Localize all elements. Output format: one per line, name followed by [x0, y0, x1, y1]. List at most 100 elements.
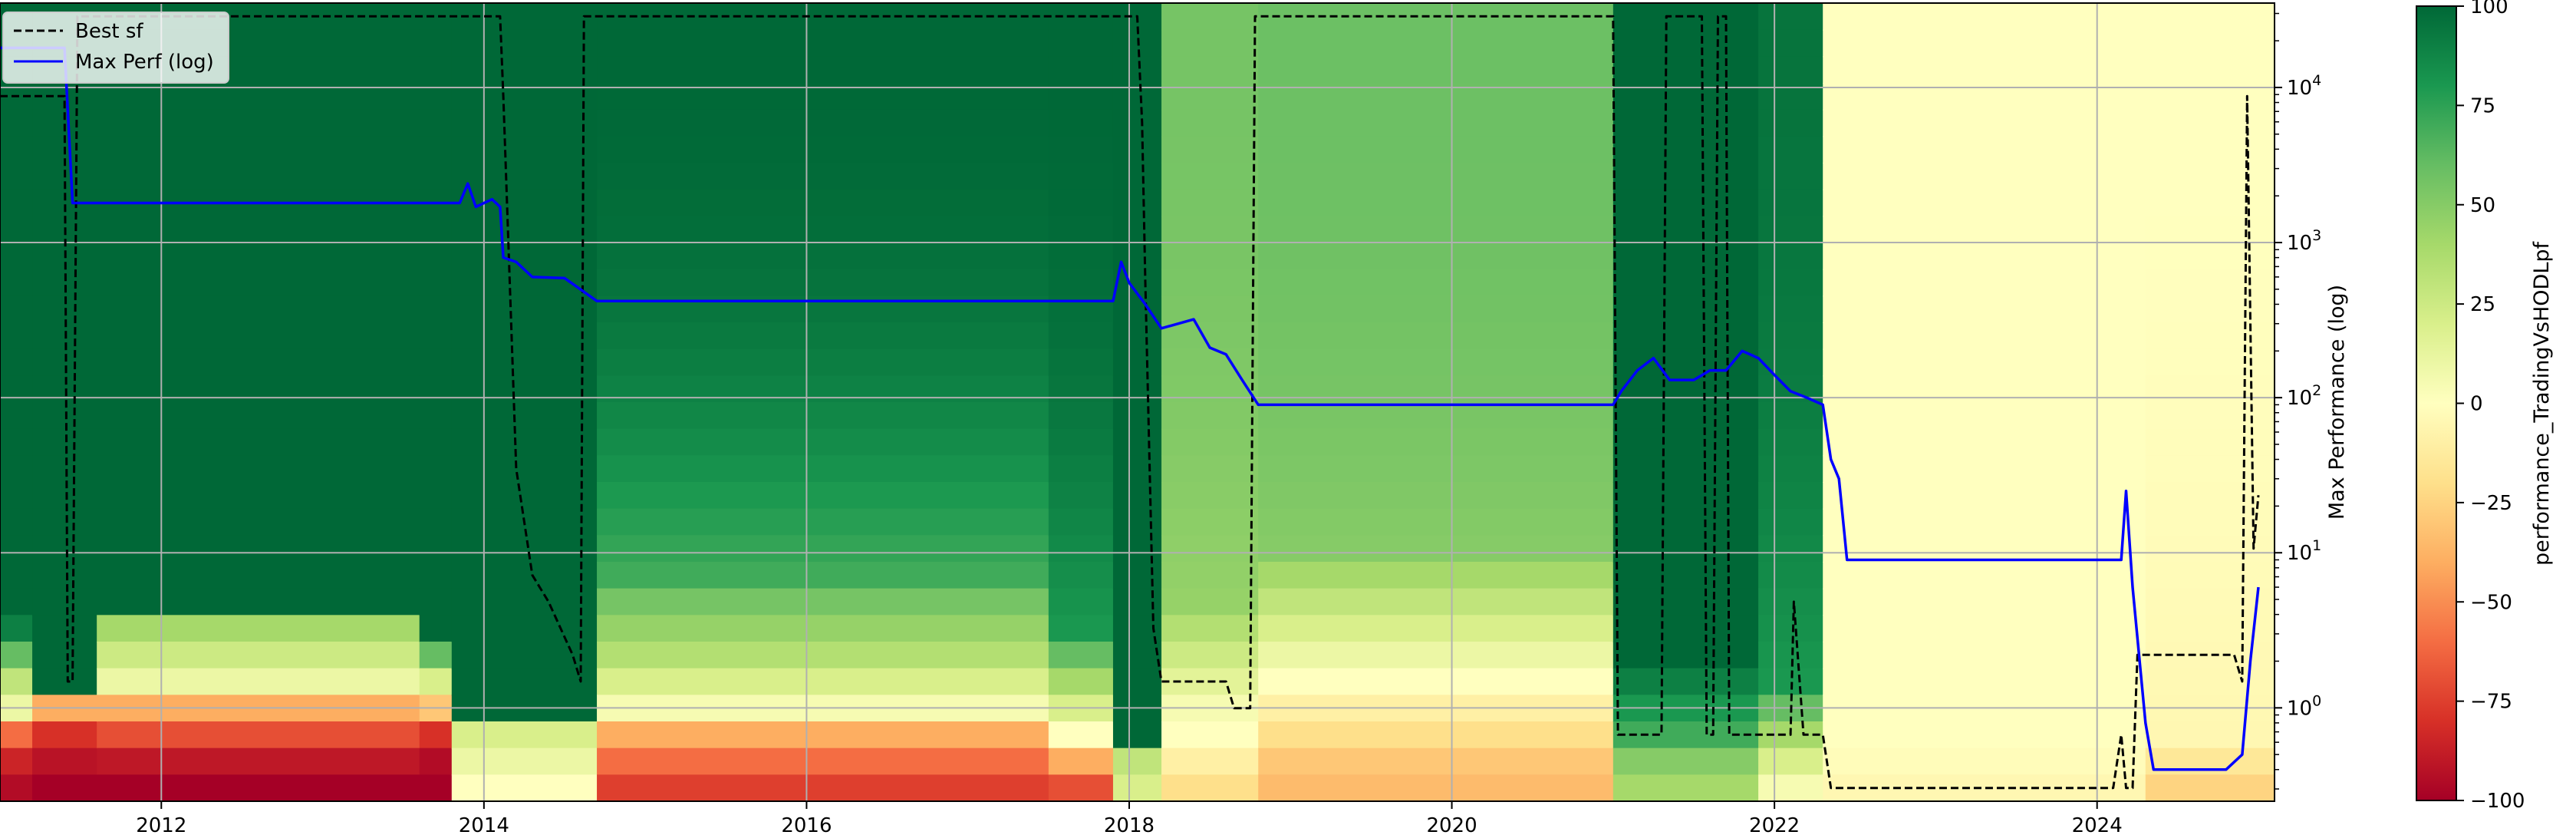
right-tick-label: 104	[2287, 72, 2321, 100]
heatmap-cell	[32, 508, 98, 536]
heatmap-cell	[419, 721, 453, 749]
x-tick-label: 2022	[1749, 814, 1800, 835]
heatmap-cell	[97, 163, 420, 190]
heatmap-cell	[597, 402, 1049, 430]
series-layer	[0, 15, 2260, 790]
heatmap-cell	[32, 375, 98, 403]
heatmap-cell	[2145, 748, 2275, 776]
heatmap	[0, 3, 2275, 801]
heatmap-cell	[1161, 322, 1260, 350]
heatmap-cell	[1161, 535, 1260, 563]
heatmap-cell	[1612, 109, 1760, 137]
heatmap-cell	[1048, 56, 1114, 84]
heatmap-cell	[0, 774, 34, 801]
heatmap-cell	[1823, 163, 2146, 190]
heatmap-cell	[1258, 748, 1614, 776]
heatmap-cell	[97, 428, 420, 457]
colorbar-tick-label: 50	[2470, 194, 2495, 217]
heatmap-cell	[451, 109, 598, 137]
heatmap-cell	[1823, 535, 2146, 563]
heatmap-cell	[97, 243, 420, 270]
heatmap-cell	[0, 269, 34, 297]
heatmap-cell	[1112, 109, 1163, 137]
heatmap-cell	[2145, 216, 2275, 243]
heatmap-cell	[451, 163, 598, 190]
heatmap-cell	[419, 774, 453, 801]
heatmap-cell	[0, 668, 34, 696]
max-perf-line	[0, 46, 2260, 771]
heatmap-cell	[1258, 535, 1614, 563]
heatmap-cell	[2145, 243, 2275, 270]
heatmap-cell	[32, 748, 98, 776]
heatmap-cell	[419, 216, 453, 243]
heatmap-cell	[0, 721, 34, 749]
heatmap-cell	[419, 348, 453, 377]
heatmap-cell	[1823, 668, 2146, 696]
heatmap-cell	[32, 774, 98, 801]
heatmap-cell	[1612, 29, 1760, 58]
heatmap-cell	[419, 243, 453, 270]
heatmap-cell	[451, 295, 598, 323]
right-tick-label: 101	[2287, 537, 2321, 565]
plot-frame	[0, 2, 2275, 802]
heatmap-cell	[1161, 56, 1260, 84]
heatmap-cell	[1758, 774, 1824, 801]
heatmap-cell	[419, 535, 453, 563]
heatmap-cell	[1758, 295, 1824, 323]
legend-max-perf-label: Max Perf (log)	[75, 51, 214, 74]
heatmap-cell	[97, 402, 420, 430]
heatmap-cell	[1112, 562, 1163, 589]
heatmap-cell	[1612, 508, 1760, 536]
heatmap-cell	[1758, 588, 1824, 616]
heatmap-cell	[97, 322, 420, 350]
heatmap-cell	[419, 748, 453, 776]
heatmap-cell	[1048, 642, 1114, 669]
heatmap-cell	[0, 748, 34, 776]
heatmap-cell	[1112, 402, 1163, 430]
heatmap-cell	[1823, 216, 2146, 243]
heatmap-cell	[597, 163, 1049, 190]
heatmap-cell	[1823, 109, 2146, 137]
heatmap-cell	[1048, 109, 1114, 137]
heatmap-cell	[1161, 482, 1260, 510]
heatmap-cell	[1758, 508, 1824, 536]
heatmap-cell	[1612, 748, 1760, 776]
heatmap-cell	[1161, 721, 1260, 749]
heatmap-cell	[97, 482, 420, 510]
heatmap-cell	[597, 189, 1049, 217]
heatmap-cell	[0, 402, 34, 430]
colorbar: 100 75 50 25 0 −25 −50 −75 −100 performance_Trad…	[2416, 0, 2554, 813]
heatmap-cell	[1258, 774, 1614, 801]
heatmap-cell	[1758, 402, 1824, 430]
heatmap-cell	[1161, 748, 1260, 776]
heatmap-cell	[1823, 748, 2146, 776]
heatmap-cell	[1823, 348, 2146, 377]
heatmap-cell	[597, 375, 1049, 403]
heatmap-cell	[1161, 774, 1260, 801]
x-tick-label: 2014	[459, 814, 509, 835]
heatmap-cell	[2145, 455, 2275, 483]
heatmap-cell	[1048, 322, 1114, 350]
heatmap-cell	[0, 109, 34, 137]
heatmap-cell	[1758, 535, 1824, 563]
heatmap-cell	[419, 668, 453, 696]
heatmap-cell	[0, 322, 34, 350]
heatmap-cell	[1161, 615, 1260, 642]
heatmap-cell	[97, 721, 420, 749]
colorbar-label: performance_TradingVsHODLpf	[2530, 240, 2554, 566]
x-tick-label: 2016	[781, 814, 832, 835]
heatmap-cell	[419, 402, 453, 430]
heatmap-cell	[597, 136, 1049, 163]
heatmap-cell	[2145, 295, 2275, 323]
heatmap-cell	[597, 668, 1049, 696]
heatmap-cell	[1758, 642, 1824, 669]
heatmap-cell	[1823, 402, 2146, 430]
heatmap-cell	[1048, 428, 1114, 457]
heatmap-cell	[1612, 482, 1760, 510]
heatmap-cell	[451, 482, 598, 510]
heatmap-cell	[1612, 243, 1760, 270]
heatmap-cell	[32, 588, 98, 616]
heatmap-cell	[1258, 562, 1614, 589]
heatmap-cell	[97, 375, 420, 403]
heatmap-cell	[1823, 243, 2146, 270]
